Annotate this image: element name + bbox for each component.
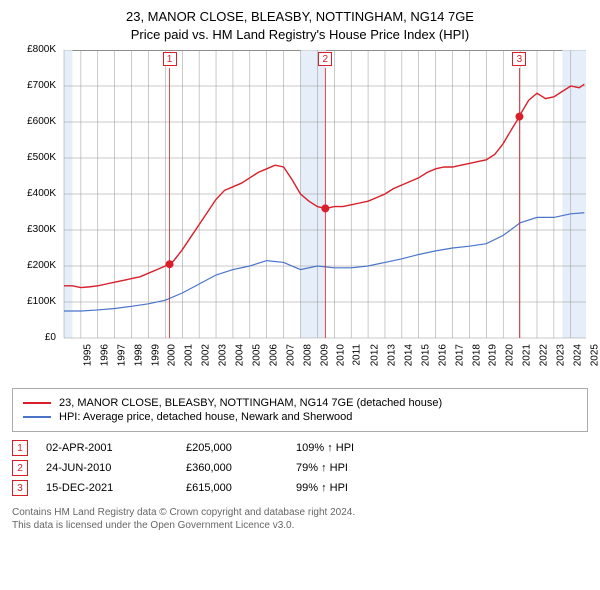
transaction-pct: 109% ↑ HPI <box>296 442 354 454</box>
chart-svg <box>12 50 588 340</box>
x-tick-label: 1997 <box>116 344 127 366</box>
event-dot <box>166 261 174 269</box>
footnote-line1: Contains HM Land Registry data © Crown c… <box>12 506 588 519</box>
chart-container: 23, MANOR CLOSE, BLEASBY, NOTTINGHAM, NG… <box>0 0 600 590</box>
x-tick-label: 2024 <box>572 344 583 366</box>
x-tick-label: 2005 <box>251 344 262 366</box>
transaction-pct: 79% ↑ HPI <box>296 462 348 474</box>
x-tick-label: 2012 <box>369 344 380 366</box>
x-tick-label: 2010 <box>336 344 347 366</box>
transaction-row: 3 15-DEC-2021£615,00099% ↑ HPI <box>12 480 588 496</box>
y-tick-label: £800K <box>12 44 56 55</box>
x-tick-label: 2000 <box>167 344 178 366</box>
x-tick-label: 1996 <box>99 344 110 366</box>
x-tick-label: 2007 <box>285 344 296 366</box>
transaction-row: 1 02-APR-2001£205,000109% ↑ HPI <box>12 440 588 456</box>
x-tick-label: 2025 <box>589 344 600 366</box>
y-tick-label: £600K <box>12 116 56 127</box>
x-tick-label: 1995 <box>82 344 93 366</box>
y-tick-label: £700K <box>12 80 56 91</box>
event-marker-1: 1 <box>163 52 177 66</box>
x-tick-label: 1998 <box>133 344 144 366</box>
x-tick-label: 2006 <box>268 344 279 366</box>
transaction-marker: 2 <box>12 460 28 476</box>
transaction-row: 2 24-JUN-2010£360,00079% ↑ HPI <box>12 460 588 476</box>
legend-item: 23, MANOR CLOSE, BLEASBY, NOTTINGHAM, NG… <box>23 397 577 409</box>
x-tick-label: 2022 <box>538 344 549 366</box>
transaction-price: £360,000 <box>186 462 296 474</box>
transaction-price: £205,000 <box>186 442 296 454</box>
x-tick-label: 2002 <box>201 344 212 366</box>
transaction-marker: 3 <box>12 480 28 496</box>
x-tick-label: 1999 <box>150 344 161 366</box>
x-tick-label: 2018 <box>471 344 482 366</box>
x-tick-label: 2003 <box>217 344 228 366</box>
x-tick-label: 2008 <box>302 344 313 366</box>
footnote-line2: This data is licensed under the Open Gov… <box>12 519 588 532</box>
legend: 23, MANOR CLOSE, BLEASBY, NOTTINGHAM, NG… <box>12 388 588 432</box>
event-marker-2: 2 <box>318 52 332 66</box>
legend-item: HPI: Average price, detached house, Newa… <box>23 411 577 423</box>
y-tick-label: £200K <box>12 260 56 271</box>
y-tick-label: £400K <box>12 188 56 199</box>
x-tick-label: 2014 <box>403 344 414 366</box>
event-dot <box>515 113 523 121</box>
chart-area: £0£100K£200K£300K£400K£500K£600K£700K£80… <box>12 50 588 382</box>
x-tick-label: 2001 <box>184 344 195 366</box>
x-tick-label: 2021 <box>521 344 532 366</box>
y-tick-label: £300K <box>12 224 56 235</box>
x-tick-label: 2023 <box>555 344 566 366</box>
title-block: 23, MANOR CLOSE, BLEASBY, NOTTINGHAM, NG… <box>12 8 588 44</box>
legend-swatch <box>23 402 51 404</box>
x-tick-label: 2009 <box>319 344 330 366</box>
y-tick-label: £0 <box>12 332 56 343</box>
title-address: 23, MANOR CLOSE, BLEASBY, NOTTINGHAM, NG… <box>12 8 588 26</box>
x-tick-label: 2020 <box>505 344 516 366</box>
event-dot <box>321 205 329 213</box>
x-tick-label: 2004 <box>234 344 245 366</box>
legend-label: 23, MANOR CLOSE, BLEASBY, NOTTINGHAM, NG… <box>59 397 442 409</box>
event-marker-3: 3 <box>512 52 526 66</box>
transaction-price: £615,000 <box>186 482 296 494</box>
footnote: Contains HM Land Registry data © Crown c… <box>12 506 588 532</box>
x-tick-label: 2019 <box>488 344 499 366</box>
legend-swatch <box>23 416 51 418</box>
y-tick-label: £100K <box>12 296 56 307</box>
x-tick-label: 2011 <box>352 344 363 366</box>
transaction-date: 02-APR-2001 <box>46 442 186 454</box>
x-tick-label: 2016 <box>437 344 448 366</box>
transaction-table: 1 02-APR-2001£205,000109% ↑ HPI 2 24-JUN-20… <box>12 440 588 496</box>
y-tick-label: £500K <box>12 152 56 163</box>
transaction-date: 24-JUN-2010 <box>46 462 186 474</box>
x-tick-label: 2015 <box>420 344 431 366</box>
x-tick-label: 2013 <box>386 344 397 366</box>
transaction-pct: 99% ↑ HPI <box>296 482 348 494</box>
transaction-marker: 1 <box>12 440 28 456</box>
legend-label: HPI: Average price, detached house, Newa… <box>59 411 352 423</box>
x-tick-label: 2017 <box>454 344 465 366</box>
transaction-date: 15-DEC-2021 <box>46 482 186 494</box>
title-subtitle: Price paid vs. HM Land Registry's House … <box>12 26 588 44</box>
